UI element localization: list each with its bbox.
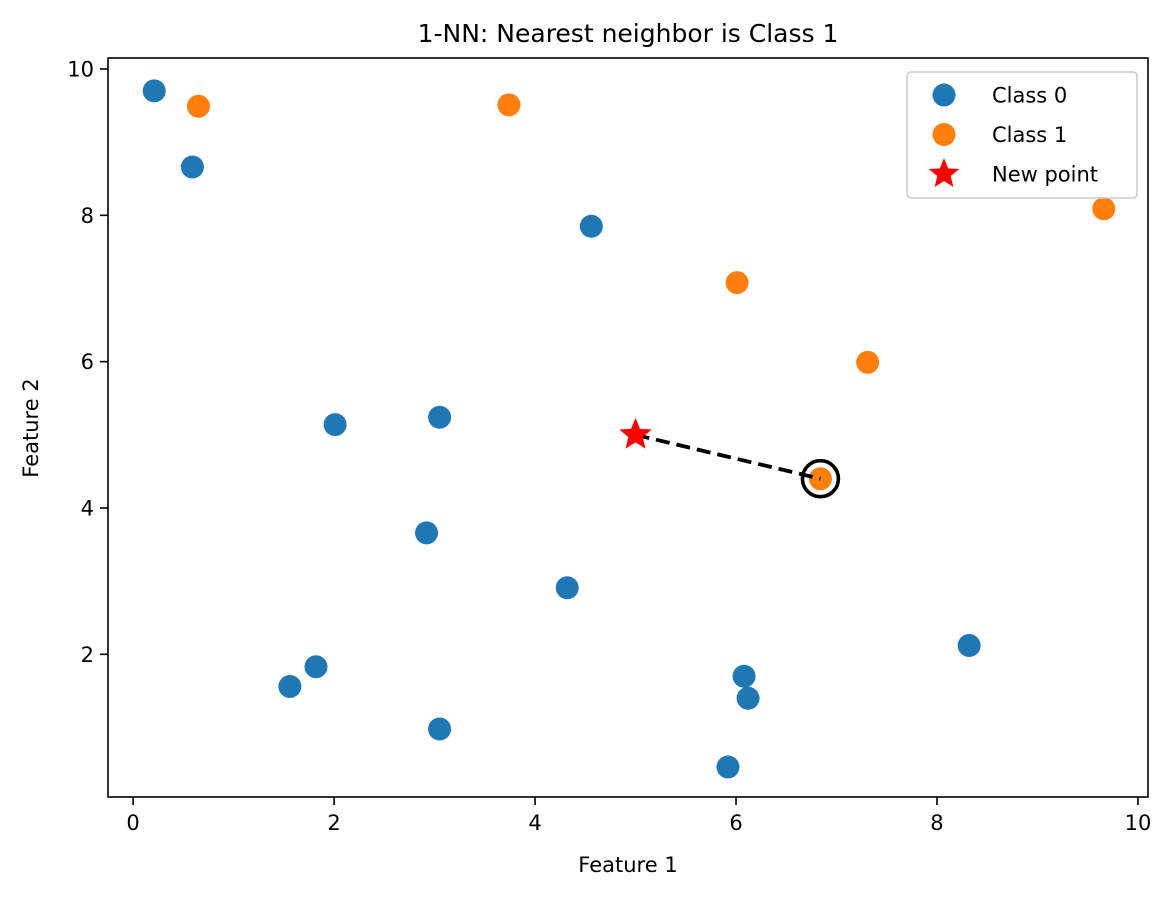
- data-point: [732, 664, 756, 688]
- x-tick-label: 8: [930, 811, 943, 835]
- series-class-0: [142, 79, 981, 779]
- y-axis-label: Feature 2: [19, 378, 43, 477]
- legend-label: Class 1: [992, 123, 1067, 147]
- data-point: [304, 655, 328, 679]
- x-tick-label: 0: [126, 811, 139, 835]
- data-point: [1092, 197, 1116, 221]
- data-point: [180, 155, 204, 179]
- x-tick-label: 6: [729, 811, 742, 835]
- y-tick-label: 8: [81, 204, 94, 228]
- legend: Class 0 Class 1 New point: [906, 71, 1138, 199]
- legend-marker: [928, 158, 960, 187]
- data-point: [428, 405, 452, 429]
- data-point: [278, 675, 302, 699]
- new-point-star: [619, 417, 652, 449]
- y-tick-label: 4: [81, 496, 94, 520]
- x-axis-label: Feature 1: [578, 853, 677, 877]
- data-point: [555, 576, 579, 600]
- legend-marker: [932, 123, 956, 146]
- legend-label: Class 0: [992, 84, 1067, 108]
- data-point: [142, 79, 166, 103]
- data-point: [736, 686, 760, 710]
- y-tick-label: 2: [81, 643, 94, 667]
- x-axis: 0 2 4 6 8 10: [126, 797, 1151, 835]
- data-point: [957, 634, 981, 658]
- y-tick-label: 10: [67, 57, 94, 81]
- legend-marker: [932, 83, 956, 107]
- data-point: [856, 350, 880, 374]
- x-tick-label: 2: [327, 811, 340, 835]
- data-point: [415, 521, 439, 545]
- legend-box: [906, 71, 1138, 199]
- chart-title: 1-NN: Nearest neighbor is Class 1: [418, 19, 839, 48]
- plot-frame: [107, 57, 1149, 798]
- data-point: [716, 755, 740, 779]
- data-point: [497, 93, 521, 117]
- data-point: [579, 214, 603, 238]
- y-axis: 2 4 6 8 10: [67, 57, 108, 667]
- data-point: [428, 717, 452, 741]
- series-class-1: [186, 93, 1116, 491]
- y-tick-label: 6: [81, 350, 94, 374]
- data-point: [323, 413, 347, 437]
- data-point: [725, 271, 749, 295]
- nearest-neighbor-ring: [800, 458, 841, 499]
- x-tick-label: 4: [528, 811, 541, 835]
- plot-area: [142, 79, 1116, 779]
- nearest-neighbor-line: [635, 432, 821, 481]
- legend-label: New point: [992, 163, 1098, 187]
- data-point: [186, 94, 210, 118]
- x-tick-label: 10: [1125, 811, 1152, 835]
